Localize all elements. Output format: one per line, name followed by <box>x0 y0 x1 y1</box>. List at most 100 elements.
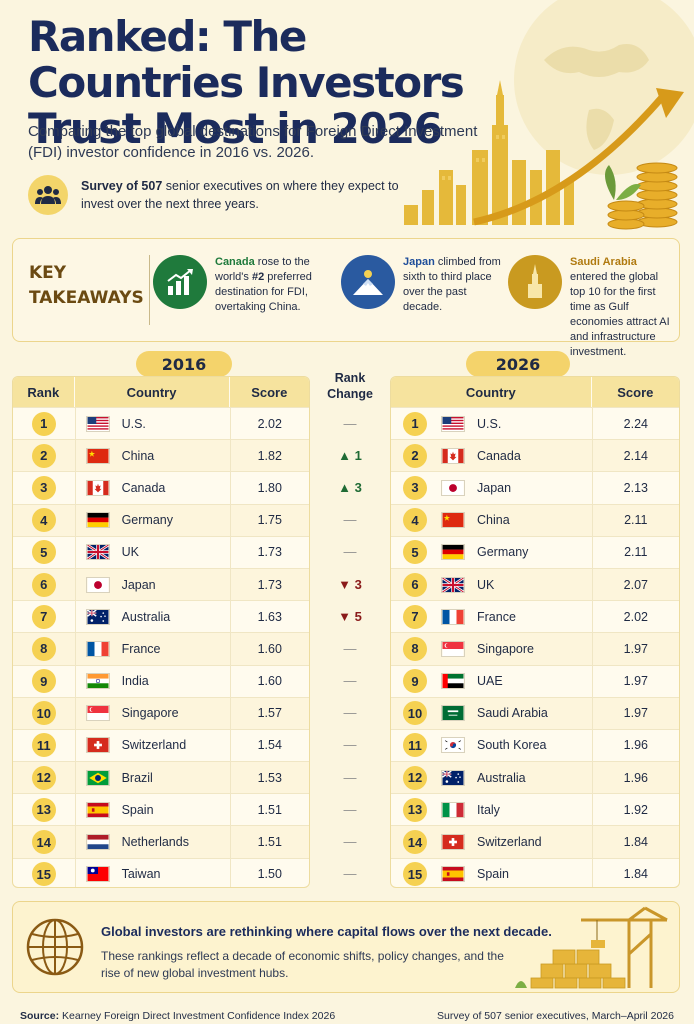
rank-change-value: 5 <box>354 608 362 624</box>
rank-badge: 5 <box>31 540 56 565</box>
table-row: 3 Japan 2.13 <box>391 471 679 504</box>
country-cell: 7 France <box>391 601 592 632</box>
no-change-dash-icon: — <box>343 705 357 721</box>
rank-badge: 14 <box>403 830 427 855</box>
score-cell: 2.14 <box>591 440 679 472</box>
survey-footer: Survey of 507 senior executives, March–A… <box>437 1010 674 1022</box>
flag-de-icon <box>441 544 465 561</box>
no-change-dash-icon: — <box>343 673 357 689</box>
year-2026-label: 2026 <box>466 351 570 377</box>
country-cell: Canada <box>74 472 230 504</box>
port-crane-illustration <box>515 906 668 989</box>
rank-change-value: 3 <box>354 479 362 495</box>
flag-cn-icon <box>441 512 465 529</box>
table-row: 1 U.S. 2.24 <box>391 407 679 440</box>
country-name: India <box>121 674 149 689</box>
country-name: Switzerland <box>477 835 542 850</box>
country-name: China <box>477 513 510 528</box>
score-cell: 2.02 <box>591 601 679 633</box>
bottom-banner: Global investors are rethinking where ca… <box>12 901 680 993</box>
takeaway-text: Saudi Arabia entered the global top 10 f… <box>570 256 670 358</box>
table-row: 7 France 2.02 <box>391 600 679 633</box>
flag-sg-icon <box>441 640 465 657</box>
country-name: Netherlands <box>121 835 189 850</box>
country-name: Canada <box>121 480 166 495</box>
rank-change-item: ▲ 3 <box>314 471 386 503</box>
flag-ca-icon <box>85 479 110 496</box>
country-cell: Brazil <box>74 762 230 794</box>
country-cell: 5 Germany <box>391 537 592 568</box>
bottom-text: These rankings reflect a decade of econo… <box>101 949 504 980</box>
country-name: Saudi Arabia <box>477 706 548 721</box>
country-name: U.S. <box>477 416 502 431</box>
takeaway-canada: Canada rose to the world's #2 preferred … <box>153 255 328 315</box>
rank-cell: 9 <box>13 666 75 697</box>
rank-badge: 8 <box>31 636 56 661</box>
no-change-dash-icon: — <box>343 544 357 560</box>
score-cell: 1.92 <box>591 794 679 826</box>
score-cell: 1.75 <box>229 504 309 536</box>
flag-kr-icon <box>441 737 465 754</box>
arrow-down-icon: ▼ <box>338 576 351 592</box>
country-name: France <box>121 641 161 656</box>
score-cell: 1.60 <box>229 633 309 665</box>
flag-uk-icon <box>85 544 110 561</box>
country-cell: 12 Australia <box>391 762 592 793</box>
country-name: Japan <box>121 577 156 592</box>
flag-tw-icon <box>85 866 110 883</box>
rank-badge: 14 <box>31 830 56 855</box>
takeaway-saudi-arabia: Saudi Arabia entered the global top 10 f… <box>508 255 673 360</box>
score-cell: 1.63 <box>229 601 309 633</box>
score-cell: 1.96 <box>591 762 679 794</box>
rank-badge: 13 <box>31 797 56 822</box>
table-row: 6 Japan 1.73 <box>13 567 309 601</box>
table-2016: Rank Country Score 1 U.S. 2.02 2 China 1.82 3 C… <box>12 376 310 888</box>
rank-change-item: — <box>314 793 386 825</box>
score-cell: 1.97 <box>591 665 679 697</box>
flag-ae-icon <box>441 673 465 690</box>
score-cell: 2.13 <box>591 472 679 504</box>
table-row: 9 India 1.60 <box>13 664 309 697</box>
country-name: Spain <box>121 802 154 817</box>
score-cell: 1.50 <box>229 858 309 887</box>
rank-badge: 1 <box>31 411 56 436</box>
rank-cell: 13 <box>13 794 75 825</box>
rank-badge: 15 <box>403 862 427 887</box>
rank-cell: 11 <box>13 730 75 761</box>
score-cell: 1.73 <box>229 536 309 568</box>
flag-jp-icon <box>441 479 465 496</box>
country-cell: Taiwan <box>74 858 230 887</box>
country-cell: 4 China <box>391 505 592 536</box>
score-cell: 1.82 <box>229 440 309 472</box>
flag-br-icon <box>85 769 110 786</box>
rank-badge: 2 <box>403 443 427 468</box>
table-row: 6 UK 2.07 <box>391 567 679 601</box>
rank-change-item: ▲ 1 <box>314 439 386 471</box>
score-cell: 1.84 <box>591 826 679 858</box>
flag-us-icon <box>441 415 465 432</box>
rank-change-item: — <box>314 536 386 568</box>
flag-in-icon <box>85 673 110 690</box>
country-name: Germany <box>121 513 173 528</box>
rank-badge: 15 <box>31 862 56 887</box>
country-cell: Singapore <box>74 697 230 729</box>
key-takeaways-panel: KEY TAKEAWAYS Canada rose to the world's… <box>12 238 680 358</box>
arrow-up-icon: ▲ <box>338 479 351 495</box>
chart-up-icon <box>153 255 207 309</box>
flag-uk-icon <box>441 576 465 593</box>
country-name: Spain <box>477 867 509 882</box>
arrow-up-icon: ▲ <box>338 447 351 463</box>
rank-change-item: — <box>314 761 386 793</box>
no-change-dash-icon: — <box>343 415 357 431</box>
rank-badge: 10 <box>31 701 56 726</box>
table-row: 8 Singapore 1.97 <box>391 632 679 665</box>
score-cell: 1.73 <box>229 568 309 601</box>
rank-badge: 11 <box>403 733 427 758</box>
country-cell: 1 U.S. <box>391 408 592 439</box>
table-header: Country Score <box>391 377 679 407</box>
country-cell: 3 Japan <box>391 472 592 503</box>
country-cell: U.S. <box>74 408 230 440</box>
country-cell: Spain <box>74 794 230 826</box>
no-change-dash-icon: — <box>343 801 357 817</box>
country-name: Singapore <box>121 706 179 721</box>
